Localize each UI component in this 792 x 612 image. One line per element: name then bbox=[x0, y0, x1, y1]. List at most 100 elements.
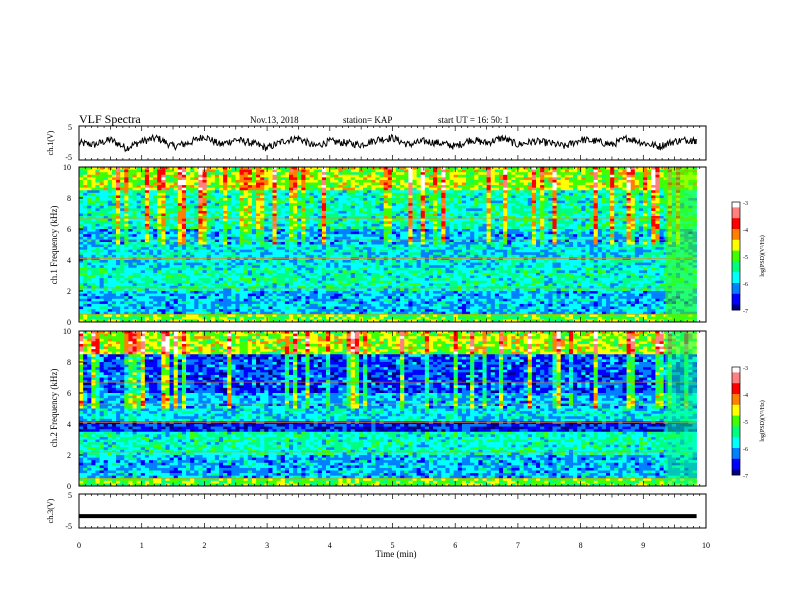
spectrogram-cell bbox=[346, 169, 352, 173]
spectrogram-cell bbox=[206, 190, 212, 194]
spectrogram-cell bbox=[396, 252, 401, 256]
spectrogram-cell bbox=[144, 241, 150, 245]
spectrogram-cell bbox=[383, 241, 389, 245]
spectrogram-cell bbox=[391, 169, 397, 173]
spectrogram-cell bbox=[91, 272, 96, 276]
spectrogram-cell bbox=[165, 309, 170, 312]
spectrogram-cell bbox=[243, 319, 249, 323]
spectrogram-cell bbox=[371, 280, 376, 284]
spectrogram-cell bbox=[293, 252, 298, 256]
spectrogram-cell bbox=[144, 226, 150, 230]
spectrogram-cell bbox=[260, 275, 265, 279]
spectrogram-cell bbox=[210, 221, 216, 225]
spectrogram-cell bbox=[239, 311, 244, 315]
spectrogram-cell bbox=[309, 221, 314, 225]
spectrogram-cell bbox=[317, 257, 323, 261]
spectrogram-cell bbox=[346, 275, 352, 279]
spectrogram-cell bbox=[169, 254, 174, 258]
spectrogram-cell bbox=[276, 221, 282, 225]
spectrogram-cell bbox=[313, 236, 319, 240]
spectrogram-cell bbox=[124, 257, 129, 261]
spectrogram-cell bbox=[198, 260, 203, 263]
spectrogram-cell bbox=[293, 179, 298, 183]
spectrogram-cell bbox=[412, 291, 417, 294]
spectrogram-cell bbox=[260, 247, 265, 250]
spectrogram-cell bbox=[408, 216, 413, 219]
spectrogram-cell bbox=[342, 167, 347, 170]
spectrogram-cell bbox=[408, 241, 413, 245]
spectrogram-cell bbox=[227, 278, 232, 281]
spectrogram-cell bbox=[358, 200, 364, 204]
spectrogram-cell bbox=[321, 275, 327, 279]
spectrogram-cell bbox=[387, 229, 393, 232]
spectrogram-cell bbox=[367, 306, 372, 310]
spectrogram-cell bbox=[350, 265, 356, 269]
spectrogram-cell bbox=[247, 247, 253, 250]
spectrogram-cell bbox=[186, 288, 191, 292]
spectrogram-cell bbox=[144, 257, 150, 261]
spectrogram-cell bbox=[379, 174, 384, 178]
spectrogram-cell bbox=[144, 223, 150, 227]
spectrogram-cell bbox=[313, 296, 319, 300]
spectrogram-cell bbox=[383, 257, 389, 261]
spectrogram-cell bbox=[161, 174, 166, 178]
spectrogram-cell bbox=[103, 285, 109, 289]
spectrogram-cell bbox=[305, 301, 310, 305]
spectrogram-cell bbox=[284, 213, 290, 217]
spectrogram-cell bbox=[173, 218, 179, 222]
spectrogram-cell bbox=[276, 278, 282, 281]
spectrogram-cell bbox=[231, 254, 236, 258]
spectrogram-cell bbox=[165, 247, 170, 250]
spectrogram-cell bbox=[379, 234, 384, 238]
spectrogram-cell bbox=[338, 187, 343, 191]
spectrogram-cell bbox=[239, 198, 244, 201]
spectrogram-cell bbox=[288, 260, 294, 263]
spectrogram-cell bbox=[153, 270, 158, 274]
spectrogram-cell bbox=[107, 306, 113, 310]
spectrogram-cell bbox=[297, 275, 302, 279]
spectrogram-cell bbox=[186, 179, 191, 183]
spectrogram-cell bbox=[276, 270, 282, 274]
spectrogram-cell bbox=[173, 249, 179, 253]
spectrogram-cell bbox=[227, 174, 232, 178]
spectrogram-cell bbox=[148, 169, 154, 173]
spectrogram-cell bbox=[116, 267, 121, 271]
spectrogram-cell bbox=[396, 257, 401, 261]
spectrogram-cell bbox=[95, 221, 100, 225]
spectrogram-cell bbox=[186, 167, 191, 170]
spectrogram-cell bbox=[321, 229, 327, 232]
spectrogram-cell bbox=[231, 185, 236, 188]
spectrogram-cell bbox=[165, 280, 170, 284]
spectrogram-cell bbox=[354, 267, 360, 271]
spectrogram-cell bbox=[383, 296, 389, 300]
spectrogram-cell bbox=[260, 208, 265, 212]
spectrogram-cell bbox=[165, 182, 170, 186]
spectrogram-cell bbox=[223, 306, 228, 310]
spectrogram-cell bbox=[387, 298, 393, 302]
spectrogram-cell bbox=[301, 265, 306, 269]
spectrogram-cell bbox=[383, 218, 389, 222]
spectrogram-cell bbox=[305, 213, 310, 217]
spectrogram-cell bbox=[321, 239, 327, 243]
spectrogram-cell bbox=[301, 319, 306, 323]
spectrogram-cell bbox=[309, 205, 314, 209]
spectrogram-cell bbox=[247, 319, 253, 323]
spectrogram-cell bbox=[247, 252, 253, 256]
spectrogram-cell bbox=[396, 234, 401, 238]
spectrogram-cell bbox=[223, 252, 228, 256]
spectrogram-cell bbox=[264, 226, 269, 230]
spectrogram-cell bbox=[153, 306, 158, 310]
spectrogram-cell bbox=[276, 257, 282, 261]
spectrogram-cell bbox=[321, 267, 327, 271]
spectrogram-cell bbox=[321, 208, 327, 212]
spectrogram-cell bbox=[235, 198, 240, 201]
spectrogram-cell bbox=[140, 182, 146, 186]
spectrogram-cell bbox=[173, 200, 179, 204]
spectrogram-cell bbox=[243, 216, 249, 219]
spectrogram-cell bbox=[396, 275, 401, 279]
spectrogram-cell bbox=[243, 205, 249, 209]
spectrogram-cell bbox=[416, 293, 422, 297]
spectrogram-cell bbox=[103, 200, 109, 204]
spectrogram-cell bbox=[350, 218, 356, 222]
spectrogram-cell bbox=[190, 210, 195, 214]
